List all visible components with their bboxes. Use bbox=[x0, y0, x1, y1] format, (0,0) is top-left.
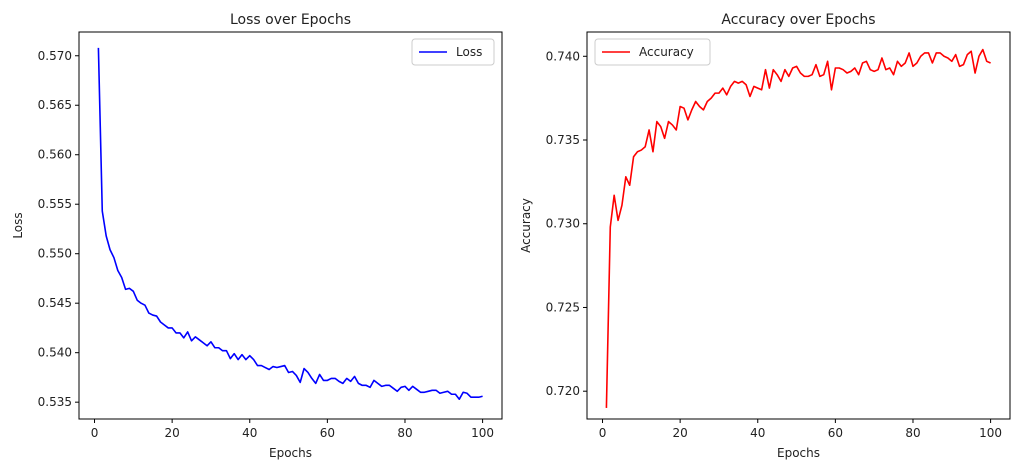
y-tick-label: 0.565 bbox=[38, 98, 72, 112]
y-tick-label: 0.570 bbox=[38, 49, 72, 63]
y-tick-label: 0.735 bbox=[546, 133, 580, 147]
legend-label: Accuracy bbox=[639, 45, 694, 59]
y-tick-label: 0.545 bbox=[38, 296, 72, 310]
x-tick-label: 20 bbox=[672, 426, 687, 440]
y-tick-label: 0.535 bbox=[38, 395, 72, 409]
chart-panel-1: 0 20 40 60 80 100 0.720 0.725 0.730 0.735 0.740 Acc… bbox=[519, 12, 1011, 460]
y-tick-label: 0.555 bbox=[38, 197, 72, 211]
legend-box bbox=[594, 38, 711, 66]
y-tick-label: 0.560 bbox=[38, 148, 72, 162]
plot-frame bbox=[586, 31, 1011, 420]
x-tick-label: 80 bbox=[905, 426, 920, 440]
y-tick-label: 0.720 bbox=[546, 384, 580, 398]
chart-panel-0: 0 20 40 60 80 100 0.535 0.540 0.545 0.550 0.555 0.5… bbox=[11, 12, 503, 460]
series-line-accuracy bbox=[605, 48, 991, 408]
legend-label: Loss bbox=[456, 45, 482, 59]
plot-frame bbox=[78, 31, 503, 420]
x-tick-label: 60 bbox=[828, 426, 843, 440]
x-tick-label: 20 bbox=[164, 426, 179, 440]
x-tick-label: 40 bbox=[750, 426, 765, 440]
y-tick-label: 0.740 bbox=[546, 49, 580, 63]
y-tick-label: 0.725 bbox=[546, 300, 580, 314]
y-axis-label: Accuracy bbox=[519, 198, 533, 253]
x-tick-label: 100 bbox=[979, 426, 1002, 440]
series-line-loss bbox=[97, 47, 483, 401]
y-axis-label: Loss bbox=[11, 212, 25, 238]
x-tick-label: 0 bbox=[91, 426, 99, 440]
x-axis-label: Epochs bbox=[269, 446, 312, 460]
chart-title: Accuracy over Epochs bbox=[721, 12, 875, 28]
y-tick-label: 0.730 bbox=[546, 217, 580, 231]
y-tick-label: 0.550 bbox=[38, 247, 72, 261]
x-tick-label: 100 bbox=[471, 426, 494, 440]
x-tick-label: 60 bbox=[320, 426, 335, 440]
y-tick-label: 0.540 bbox=[38, 346, 72, 360]
chart-title: Loss over Epochs bbox=[230, 12, 351, 28]
x-tick-label: 40 bbox=[242, 426, 257, 440]
legend-box bbox=[411, 38, 495, 66]
x-axis-label: Epochs bbox=[777, 446, 820, 460]
x-tick-label: 0 bbox=[599, 426, 607, 440]
x-tick-label: 80 bbox=[397, 426, 412, 440]
